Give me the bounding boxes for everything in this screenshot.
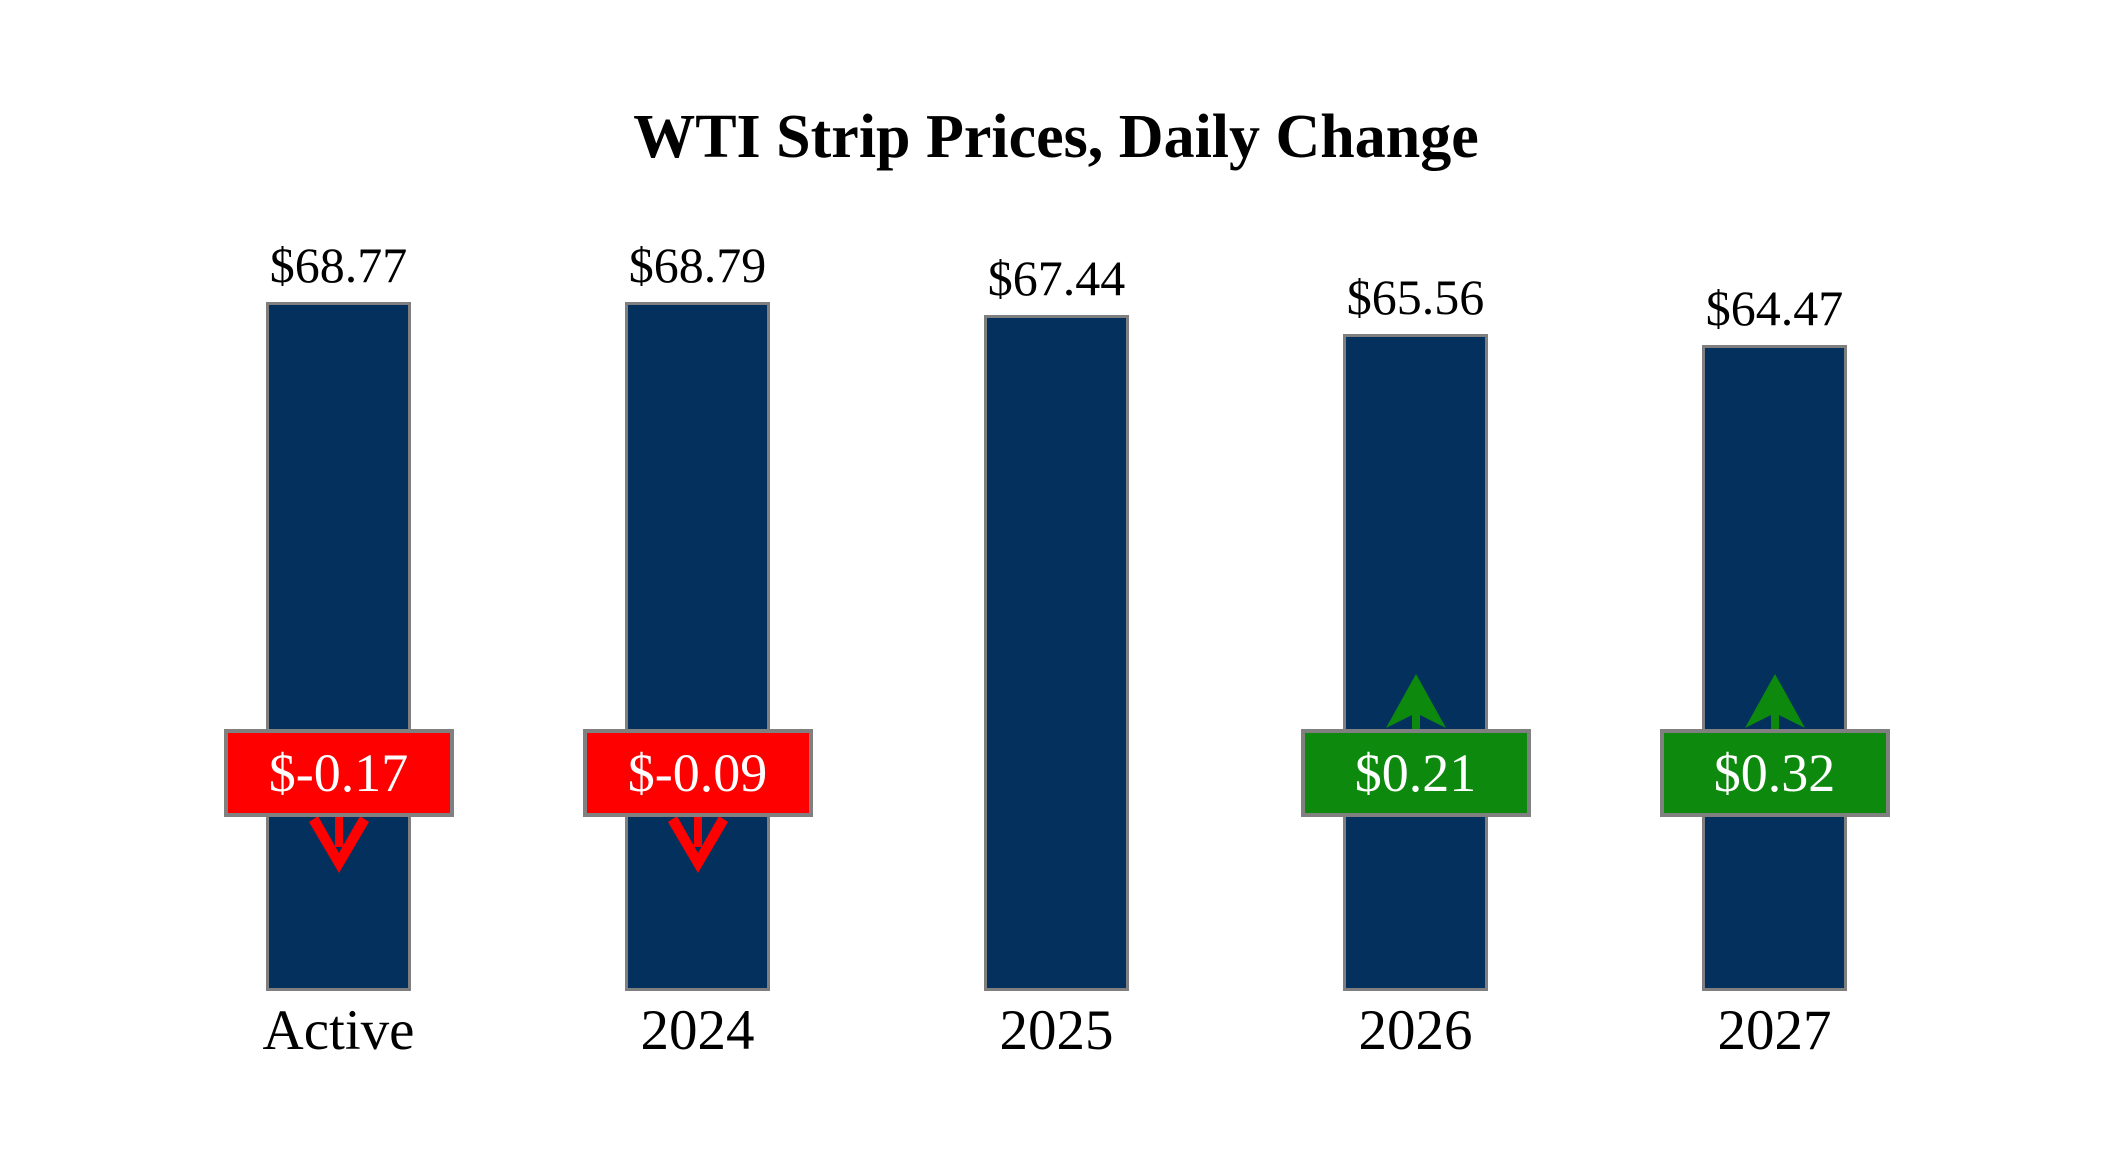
up-arrow-icon bbox=[1385, 674, 1446, 732]
category-label: 2026 bbox=[1358, 999, 1473, 1062]
category-label: 2025 bbox=[999, 999, 1114, 1062]
bar-2026 bbox=[1343, 334, 1488, 991]
bar-active bbox=[266, 302, 411, 991]
price-label: $68.79 bbox=[628, 237, 767, 293]
up-arrow-icon bbox=[1744, 674, 1805, 732]
bar-2024 bbox=[625, 302, 770, 991]
price-label: $68.77 bbox=[269, 237, 408, 293]
positive-change-badge: $0.32 bbox=[1659, 729, 1890, 817]
price-label: $67.44 bbox=[987, 250, 1126, 306]
category-label: 2027 bbox=[1717, 999, 1832, 1062]
price-label: $65.56 bbox=[1346, 269, 1485, 325]
bar-2025 bbox=[984, 315, 1129, 991]
negative-change-badge: $-0.09 bbox=[582, 729, 813, 817]
bar-2027 bbox=[1702, 345, 1847, 991]
down-arrow-icon bbox=[667, 815, 728, 873]
positive-change-badge: $0.21 bbox=[1300, 729, 1531, 817]
negative-change-badge: $-0.17 bbox=[223, 729, 454, 817]
category-label: Active bbox=[262, 999, 415, 1062]
price-label: $64.47 bbox=[1705, 280, 1844, 336]
down-arrow-icon bbox=[308, 815, 369, 873]
chart-title: WTI Strip Prices, Daily Change bbox=[633, 103, 1479, 171]
category-label: 2024 bbox=[640, 999, 755, 1062]
